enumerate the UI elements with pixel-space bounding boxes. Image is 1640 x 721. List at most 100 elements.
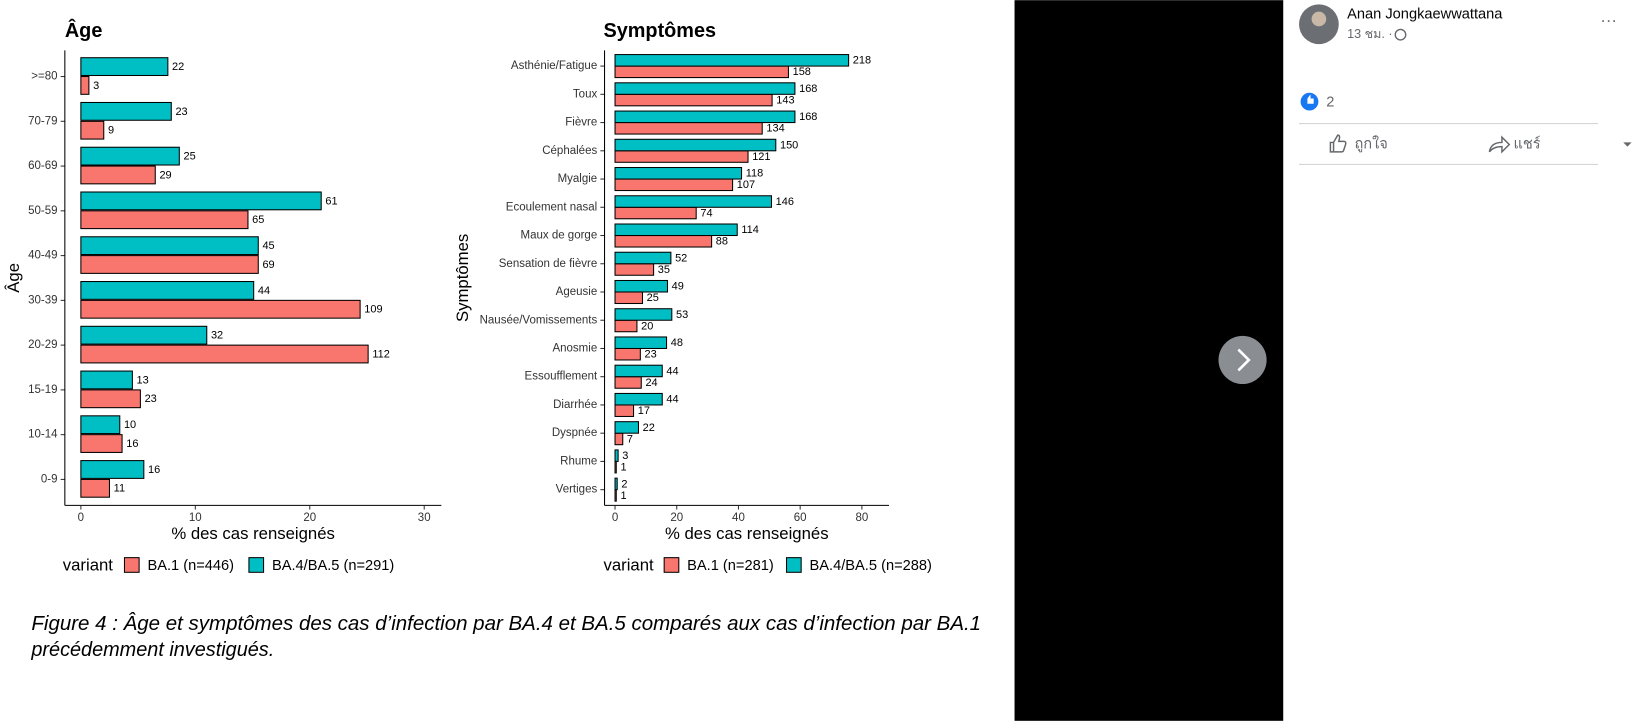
next-button[interactable] [1218,335,1267,385]
data-label: 29 [159,169,171,181]
data-label: 168 [799,111,817,123]
bar [614,319,638,333]
bar [614,477,618,491]
like-icon[interactable] [1329,134,1347,153]
data-label: 25 [183,151,195,163]
data-label: 65 [252,214,264,226]
like-label[interactable]: ถูกใจ [1354,134,1387,152]
bar [614,336,668,349]
category-label: Nausée/Vomissements [480,314,598,326]
chart-title: Âge [65,18,103,42]
data-label: 16 [126,438,138,450]
data-label: 3 [622,450,628,462]
category-label: Toux [573,88,598,100]
more-button[interactable]: ··· [1600,11,1617,30]
bar [80,76,90,95]
bar [614,460,617,474]
bar [80,120,105,140]
share-label[interactable]: แชร์ [1513,135,1540,152]
bar [80,101,172,121]
bar [614,138,777,152]
data-label: 7 [627,433,633,445]
bar [614,279,669,293]
data-label: 24 [645,377,657,389]
data-label: 1 [620,462,626,474]
category-label: Ageusie [556,286,598,298]
bar [614,404,635,417]
bar [614,54,850,67]
bar [80,57,169,77]
like-button[interactable]: ถูกใจ [1329,134,1388,153]
share-icon[interactable] [1488,135,1511,154]
bar [614,234,713,248]
bar [614,376,642,389]
dropdown-caret[interactable] [1623,142,1632,147]
author-name[interactable]: Anan Jongkaewwattana [1347,7,1503,23]
bar [614,432,624,446]
data-label: 112 [372,348,390,360]
category-label: 20-29 [28,339,57,351]
data-label: 150 [780,139,798,151]
bar [80,325,208,345]
x-tick-label: 40 [732,512,745,524]
legend-key [123,557,140,573]
data-label: 23 [145,393,157,405]
data-label: 22 [172,61,184,73]
bar [614,150,749,163]
bar [80,236,259,256]
data-label: 88 [716,236,728,248]
data-label: 118 [746,168,764,180]
legend-label: BA.1 (n=446) [147,558,234,574]
category-label: Ecoulement nasal [506,201,597,213]
data-label: 1 [620,490,626,502]
bar [614,110,796,124]
next-button-bg[interactable] [1218,335,1267,385]
legend-key [786,557,802,573]
data-label: 23 [175,106,187,118]
category-label: Maux de gorge [521,230,598,242]
legend-label: BA.1 (n=281) [687,558,774,574]
avatar-face [1311,11,1327,27]
x-axis-label: % des cas renseignés [665,524,829,543]
data-label: 74 [700,207,712,219]
x-tick-label: 20 [303,512,316,524]
data-label: 134 [766,123,784,135]
data-label: 17 [638,405,650,417]
y-axis-label: Symptômes [453,234,472,322]
data-label: 22 [643,422,655,434]
data-label: 20 [641,320,653,332]
legend-title: variant [603,555,654,574]
category-label: >=80 [31,71,57,83]
bar [614,421,640,434]
bar [614,178,734,192]
bar [80,299,361,319]
next-arrow[interactable] [1237,348,1251,372]
bar [614,449,619,462]
bar [80,478,111,498]
legend-key [248,557,265,573]
data-label: 107 [737,179,755,191]
x-tick-label: 60 [794,512,807,524]
category-label: 15-19 [28,384,57,396]
data-label: 121 [752,151,770,163]
category-label: Essoufflement [525,371,598,383]
category-label: Céphalées [542,145,597,157]
data-label: 158 [793,66,811,78]
post-time[interactable]: 13 ชม. · [1347,27,1392,41]
caption-line: Figure 4 : Âge et symptômes des cas d’in… [31,612,981,635]
legend-key [663,557,680,573]
share-button[interactable]: แชร์ [1488,135,1541,154]
data-label: 2 [621,478,627,490]
bar [614,82,796,95]
data-label: 146 [776,196,794,208]
data-label: 109 [364,304,382,316]
bar [80,210,249,230]
data-label: 53 [676,309,688,321]
data-label: 49 [672,281,684,293]
category-label: Anosmie [552,343,597,355]
legend-label: BA.4/BA.5 (n=288) [810,558,932,574]
bar [80,165,156,185]
like-count[interactable]: 2 [1326,95,1334,111]
category-label: 10-14 [28,429,58,441]
